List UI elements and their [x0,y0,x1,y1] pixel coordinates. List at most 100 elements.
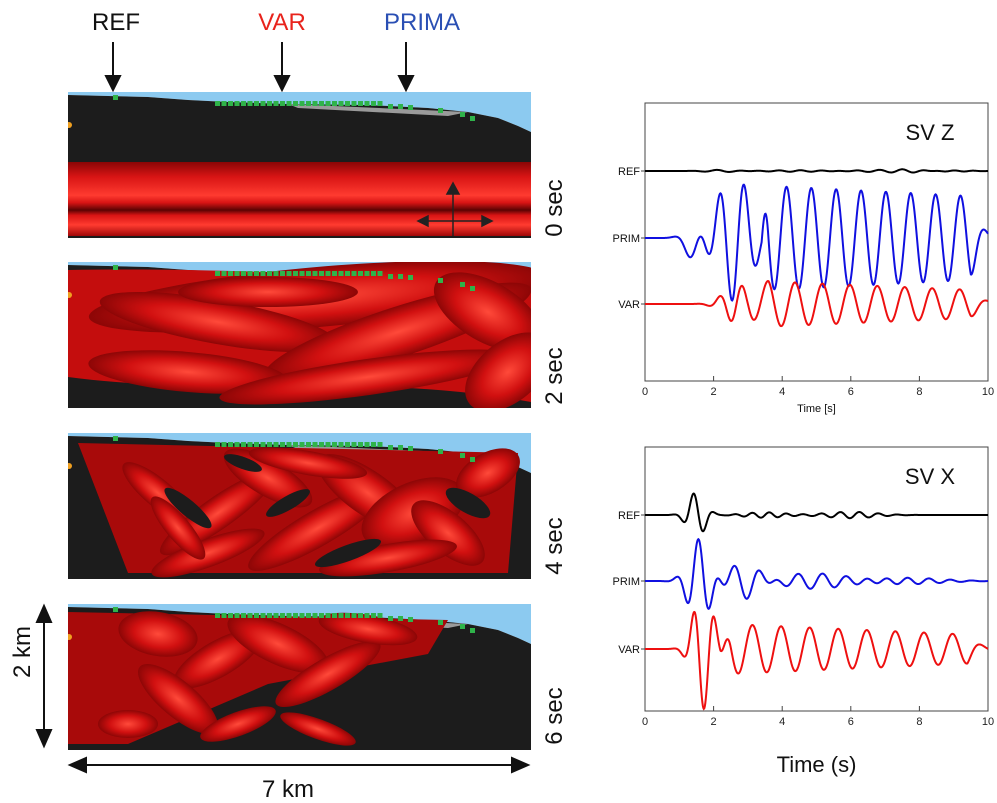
station-marker [241,613,246,618]
station-marker [254,271,259,276]
station-marker [228,101,233,106]
top-labels: REF VAR PRIMA [92,9,460,93]
wave-lobe [319,539,457,577]
station-marker [215,613,220,618]
station-marker [221,271,227,276]
plot-frame [644,102,989,382]
snapshot-panel-0 [68,92,531,238]
station-marker [364,271,370,276]
station-marker [234,613,240,618]
station-marker [293,101,298,106]
x-tick-label: 4 [779,386,785,398]
station-marker [241,442,246,447]
station-marker [358,613,363,618]
station-marker [221,101,227,106]
station-marker [260,101,266,106]
station-marker [228,271,233,276]
station-marker [254,613,259,618]
wave-lobe [219,349,517,405]
snapshot-label-4: 4 sec [541,517,568,574]
station-marker [438,108,443,113]
station-marker [345,613,350,618]
station-marker [319,442,324,447]
station-marker [358,271,363,276]
wave-lobe [411,500,485,566]
station-marker [358,442,363,447]
var-down-arrow [273,75,291,93]
quiet-zone [224,454,262,472]
x-tick-label: 10 [982,386,994,398]
station-marker [312,271,318,276]
trace-label-var: VAR [618,299,640,311]
station-marker [325,442,331,447]
station-marker [299,442,305,447]
station-marker [299,613,305,618]
station-marker [332,613,337,618]
wave-lobe [99,291,337,353]
trace-label-prim: PRIM [613,233,641,245]
station-marker [377,442,383,447]
sky-region [68,604,531,644]
station-marker [319,101,324,106]
station-marker [280,271,285,276]
station-marker [371,442,376,447]
quiet-zone [445,487,491,519]
prima-arrow-label: PRIMA [384,9,460,36]
trace-ref [645,492,988,533]
station-marker [408,105,413,110]
wave-lobe [227,614,329,674]
snapshot-labels: 0 sec 2 sec 4 sec 6 sec [541,179,568,744]
ref-down-arrow [104,75,122,93]
station-marker [260,613,266,618]
station-marker [312,101,318,106]
station-marker [371,271,376,276]
station-marker [325,101,331,106]
station-marker [364,442,370,447]
station-marker [408,446,413,451]
wave-lobe [248,447,368,479]
station-marker [312,442,318,447]
trace-var [645,610,989,711]
station-marker [470,116,475,121]
station-marker [460,453,465,458]
station-marker [306,271,311,276]
station-marker [371,613,376,618]
station-marker [438,620,443,625]
snapshot-panels [68,92,531,750]
trace-label-prim: PRIM [613,576,641,588]
station-marker [306,442,311,447]
station-marker [351,271,357,276]
station-marker [388,445,393,450]
trace-label-ref: REF [618,510,640,522]
station-marker [438,449,443,454]
snapshot-panel-3 [68,604,531,750]
snapshot-panel-1 [68,262,531,408]
station-marker [345,442,350,447]
station-marker [319,613,324,618]
wave-lobe [465,332,531,408]
polarization-arrows [416,181,494,236]
station-marker [408,275,413,280]
x-tick-label: 2 [711,716,717,728]
trace-prim [645,183,989,302]
trace-label-ref: REF [618,166,640,178]
station-marker [254,442,259,447]
width-arrow-left [67,756,87,774]
ref-arrow-label: REF [92,9,140,36]
station-marker [338,613,344,618]
wave-lobe [280,712,356,746]
station-marker [408,617,413,622]
station-marker [267,613,272,618]
source-marker [68,463,72,469]
quiet-zone [314,538,382,568]
station-marker [280,442,285,447]
station-marker [254,101,259,106]
station-marker [299,271,305,276]
x-tick-label: 0 [642,716,648,728]
station-marker [221,613,227,618]
trace-label-var: VAR [618,644,640,656]
station-marker [325,271,331,276]
prima-down-arrow [397,75,415,93]
x-tick-label: 8 [916,386,922,398]
